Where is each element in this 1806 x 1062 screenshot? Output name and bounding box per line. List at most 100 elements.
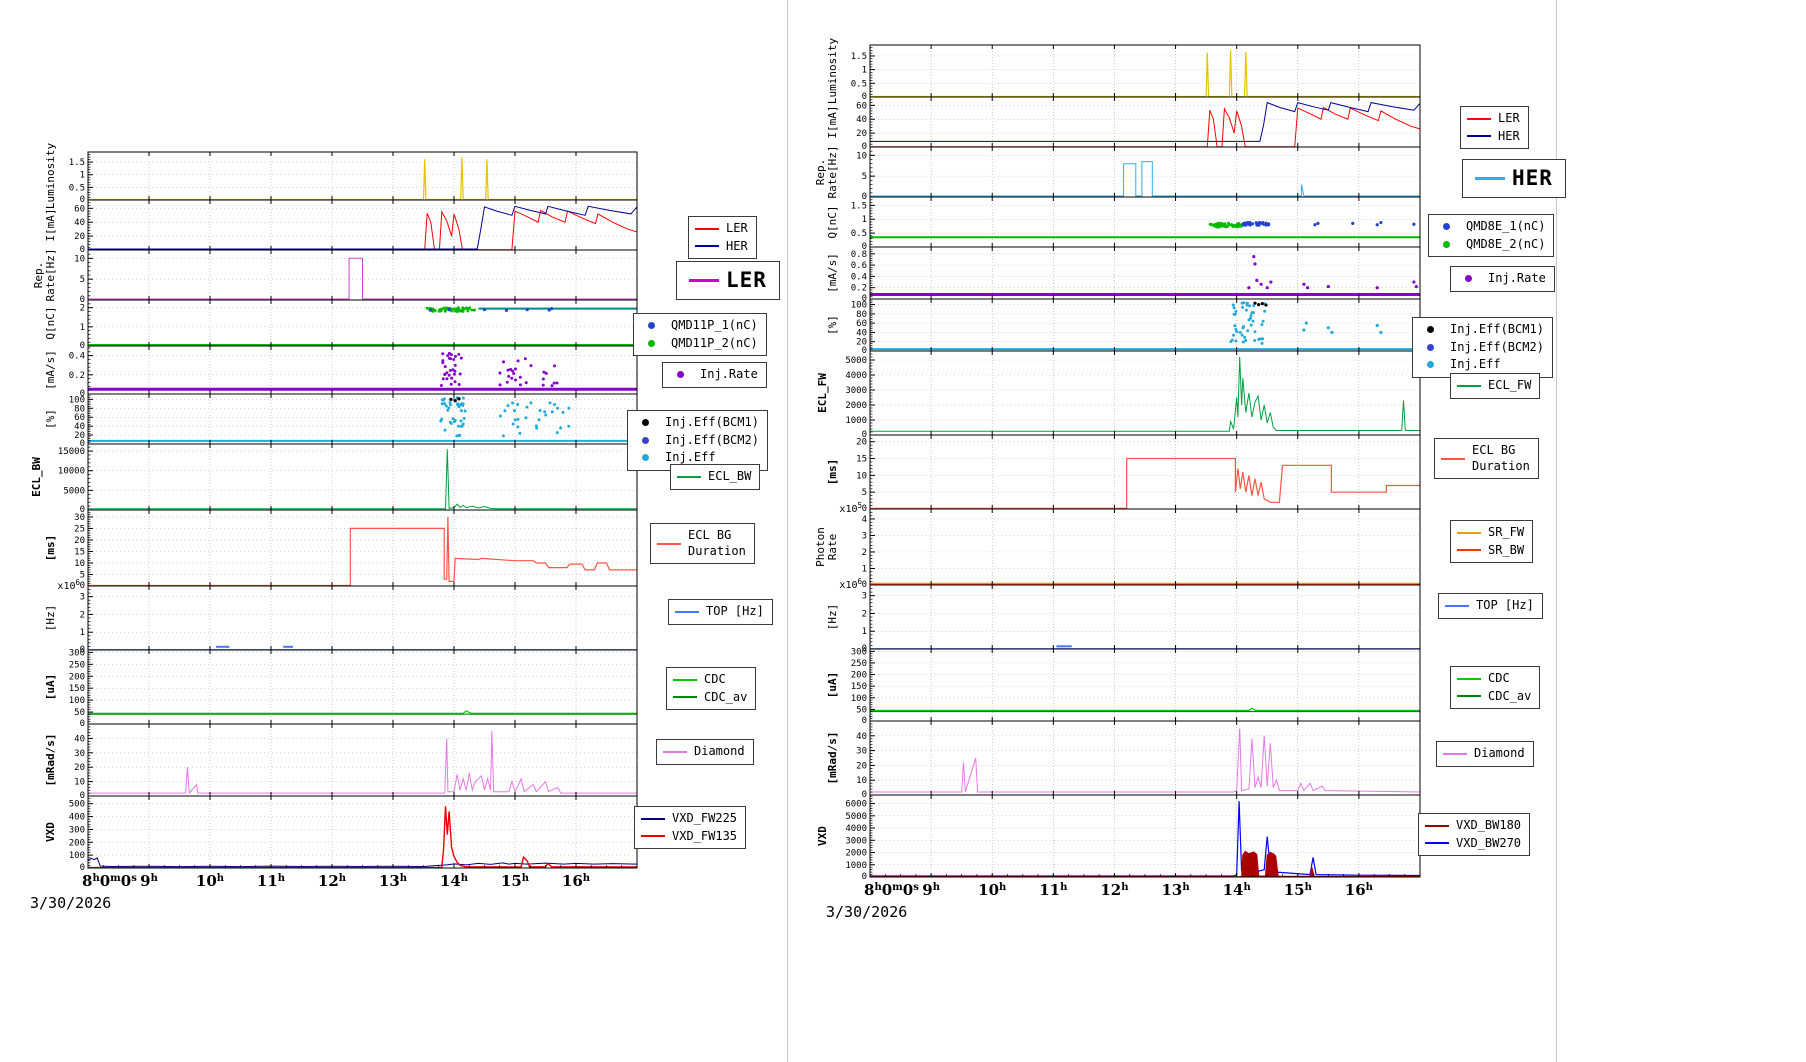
svg-text:10000: 10000: [58, 467, 85, 477]
x-tick-label: 11h: [1039, 881, 1068, 899]
svg-text:x106: x106: [839, 577, 862, 591]
svg-text:20: 20: [856, 338, 867, 348]
legend-line-icon: [1475, 177, 1505, 181]
legend-label: ECL_BW: [708, 469, 752, 483]
legend-label: CDC_av: [1488, 688, 1532, 703]
svg-text:20: 20: [74, 431, 85, 441]
svg-text:4000: 4000: [845, 371, 867, 381]
x-tick-label: 11h: [257, 872, 286, 890]
legend-label: Diamond: [1474, 746, 1525, 760]
svg-text:15: 15: [74, 547, 85, 557]
legend-ring-ler-item: LER: [689, 266, 767, 295]
legend-line-icon: [641, 817, 665, 820]
legend-ecl-bg-item: ECL BG Duration: [657, 527, 746, 560]
svg-text:30: 30: [74, 749, 85, 759]
svg-text:0: 0: [80, 645, 85, 655]
legend-label: QMD11P_1(nC): [671, 318, 758, 332]
svg-text:[ms]: [ms]: [44, 535, 57, 562]
legend-ring-her-item: HER: [1475, 164, 1553, 193]
subplot--hz-: 1 2 3 0 [Hz]x106: [44, 578, 638, 655]
svg-text:100: 100: [69, 696, 85, 706]
svg-text:10: 10: [74, 778, 85, 788]
svg-text:80: 80: [856, 310, 867, 320]
legend-ecl-bw-item: ECL_BW: [677, 468, 751, 486]
x-tick-label: 13h: [1161, 881, 1190, 899]
legend-top-item: TOP [Hz]: [675, 603, 764, 621]
legend-qmd-item: QMD11P_2(nC): [640, 335, 758, 353]
svg-text:40: 40: [856, 115, 867, 125]
legend-top: TOP [Hz]: [668, 599, 773, 625]
subplot-luminosity: 0.5 1 1.5 0 Luminosity: [826, 38, 1421, 105]
svg-text:Rep.Rate[Hz]: Rep.Rate[Hz]: [32, 249, 57, 302]
legend-ecl-fw: ECL_FW: [1450, 373, 1541, 399]
legend-inj-eff-item: Inj.Eff: [634, 449, 759, 467]
x-tick-label: 15h: [501, 872, 530, 890]
svg-text:0.4: 0.4: [851, 272, 867, 282]
svg-text:2: 2: [80, 304, 85, 314]
svg-text:400: 400: [69, 813, 85, 823]
svg-text:250: 250: [69, 660, 85, 670]
legend-sr: SR_FW SR_BW: [1450, 520, 1534, 564]
subplot-rep-rate-hz-: 5 10 0 Rep.Rate[Hz]: [814, 146, 1421, 202]
legend-vxd-item: VXD_BW180: [1425, 817, 1521, 835]
svg-text:0: 0: [80, 581, 85, 591]
legend-label: ECL_FW: [1488, 378, 1532, 392]
svg-text:0.2: 0.2: [69, 371, 85, 381]
svg-text:20: 20: [856, 438, 867, 448]
svg-text:40: 40: [856, 328, 867, 338]
right-panel: 0.5 1 1.5 0 Luminosity 20 40 60 0 I[mA] 5 10 0 Rep.Ra…: [788, 0, 1806, 1062]
svg-text:15: 15: [856, 455, 867, 465]
legend-dot-icon: [1443, 240, 1450, 248]
x-tick-label: 16h: [562, 872, 591, 890]
legend-beam-current: LER HER: [1460, 106, 1529, 150]
subplot-q-nc-: 0.5 1 1.5 0 Q[nC]: [826, 196, 1421, 252]
legend-dot-icon: [648, 322, 655, 330]
svg-text:1: 1: [862, 215, 867, 225]
svg-text:0: 0: [862, 142, 867, 152]
subplot-rep-rate-hz-: 5 10 0 Rep.Rate[Hz]: [32, 249, 638, 305]
svg-text:10: 10: [74, 559, 85, 569]
legend-cdc: CDC CDC_av: [666, 667, 757, 711]
svg-text:0: 0: [80, 863, 85, 873]
legend-label: Inj.Eff(BCM2): [1450, 339, 1544, 354]
svg-text:0.4: 0.4: [69, 352, 85, 362]
legend-ecl-bg: ECL BG Duration: [1434, 438, 1539, 480]
svg-text:x105: x105: [839, 501, 862, 515]
legend-line-icon: [695, 245, 719, 248]
legend-beam-current-item: HER: [1467, 128, 1520, 146]
svg-text:ECL_BW: ECL_BW: [30, 457, 43, 497]
svg-text:0: 0: [80, 719, 85, 729]
legend-inj-eff-item: Inj.Eff(BCM1): [1419, 321, 1544, 339]
svg-text:0.8: 0.8: [851, 250, 867, 260]
legend-line-icon: [673, 696, 697, 699]
svg-text:50: 50: [74, 708, 85, 718]
svg-text:Q[nC]: Q[nC]: [826, 205, 839, 238]
legend-top-item: TOP [Hz]: [1445, 597, 1534, 615]
svg-text:2: 2: [80, 610, 85, 620]
legend-label: Inj.Eff: [1450, 357, 1501, 372]
svg-text:0: 0: [862, 504, 867, 514]
svg-text:3000: 3000: [845, 836, 867, 846]
svg-text:150: 150: [69, 684, 85, 694]
ler-background-panel-svg: 0.511.50Luminosity2040600I[mA]5100Rep.Ra…: [30, 143, 638, 912]
svg-text:0: 0: [80, 341, 85, 351]
x-tick-label: 12h: [1100, 881, 1129, 899]
svg-text:2: 2: [862, 609, 867, 619]
legend-inj-eff-item: Inj.Eff(BCM1): [634, 414, 759, 432]
legend-dot-icon: [1427, 343, 1434, 351]
svg-text:4: 4: [862, 515, 867, 525]
legend-label: Inj.Rate: [700, 367, 758, 381]
svg-text:[%]: [%]: [44, 409, 57, 429]
legend-beam-current-item: LER: [695, 220, 748, 238]
svg-text:30: 30: [74, 513, 85, 523]
legend-label: Inj.Eff(BCM1): [1450, 322, 1544, 336]
svg-text:Luminosity: Luminosity: [826, 38, 839, 105]
svg-text:0: 0: [862, 644, 867, 654]
svg-text:200: 200: [69, 672, 85, 682]
legend-inj-rate-item: Inj.Rate: [669, 366, 758, 384]
svg-text:I[mA]: I[mA]: [44, 208, 57, 241]
